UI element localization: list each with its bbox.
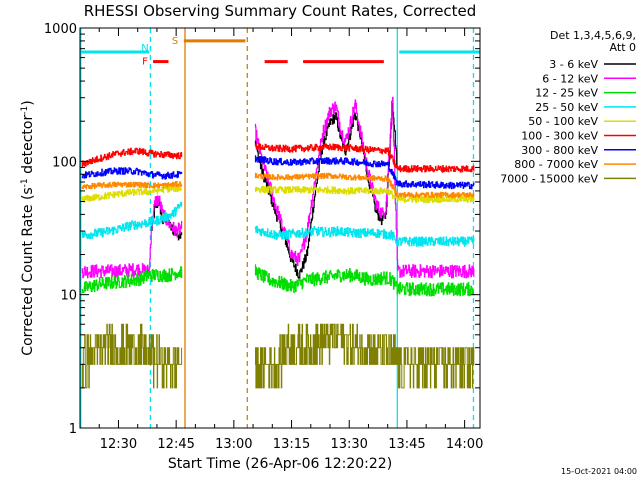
- series-25-50keV-kev: [81, 201, 475, 247]
- x-tick-label: 12:45: [157, 437, 194, 452]
- y-axis-label: Corrected Count Rate (s-1 detector-1): [20, 100, 36, 355]
- x-tick-label: 12:30: [100, 437, 137, 452]
- x-tick-label: 13:30: [330, 437, 367, 452]
- series-100-300keV-kev: [81, 143, 475, 173]
- flag-letters: NF S: [141, 36, 178, 68]
- y-tick-label: 10: [60, 289, 77, 304]
- x-axis-label: Start Time (26-Apr-06 12:20:22): [168, 456, 392, 472]
- legend-entry-label: 300 - 800 keV: [521, 144, 598, 157]
- series-group: [81, 96, 475, 389]
- x-tick-label: 13:00: [215, 437, 252, 452]
- flag-letter-N: N: [141, 43, 148, 54]
- series-trace: [254, 155, 475, 190]
- series-trace: [254, 264, 475, 297]
- y-tick-label: 1: [69, 422, 77, 437]
- series-800-7000keV-kev: [81, 172, 475, 199]
- y-axis-label-end: ): [20, 100, 36, 105]
- y-axis-label-sup1: -1: [20, 178, 30, 187]
- legend-entry-label: 12 - 25 keV: [535, 87, 598, 100]
- legend-entry-label: 800 - 7000 keV: [514, 158, 598, 171]
- x-tick-label: 13:45: [388, 437, 425, 452]
- series-trace: [81, 184, 183, 203]
- legend-entry-label: 25 - 50 keV: [535, 101, 598, 114]
- y-tick-label: 1000: [44, 22, 77, 37]
- timestamp: 15-Oct-2021 04:00: [561, 467, 637, 476]
- series-trace: [255, 323, 475, 389]
- legend-entry-label: 50 - 100 keV: [528, 115, 598, 128]
- y-axis-label-main: Corrected Count Rate (s: [20, 187, 36, 355]
- series-trace: [254, 172, 475, 199]
- y-axis-ticks: 1 10 100 1000: [44, 22, 480, 437]
- flag-lines: [80, 39, 480, 64]
- series-trace: [81, 323, 183, 389]
- series-trace: [254, 225, 475, 247]
- series-trace: [81, 201, 183, 240]
- series-300-800keV-kev: [81, 155, 475, 190]
- series-trace: [81, 266, 183, 294]
- series-12-25keV-kev: [81, 264, 475, 297]
- y-axis-label-sup2: -1: [20, 106, 30, 115]
- legend-entry-label: 100 - 300 keV: [521, 130, 598, 143]
- series-7000-15000keV-kev: [81, 323, 475, 389]
- series-trace: [81, 167, 183, 180]
- legend-header-line: Det 1,3,4,5,6,9,: [550, 29, 636, 42]
- flag-letter-S: S: [172, 36, 178, 47]
- x-tick-label: 13:15: [273, 437, 310, 452]
- chart-title: RHESSI Observing Summary Count Rates, Co…: [84, 2, 477, 20]
- plot-frame: [79, 27, 481, 429]
- legend-header-line: Att 0: [610, 41, 636, 54]
- legend-entry-label: 6 - 12 keV: [542, 72, 598, 85]
- legend-entry-label: 3 - 6 keV: [549, 58, 598, 71]
- x-tick-label: 14:00: [446, 437, 483, 452]
- series-trace: [254, 96, 475, 279]
- series-trace: [81, 181, 183, 190]
- y-axis-label-mid: detector: [20, 115, 36, 179]
- series-trace: [81, 147, 183, 168]
- legend-entry-label: 7000 - 15000 keV: [500, 172, 598, 185]
- series-trace: [254, 143, 475, 173]
- flag-letter-F: F: [142, 57, 148, 68]
- x-axis-ticks: 12:30 12:45 13:00 13:15 13:30 13:45 14:00: [98, 28, 483, 452]
- y-tick-label: 100: [52, 155, 77, 170]
